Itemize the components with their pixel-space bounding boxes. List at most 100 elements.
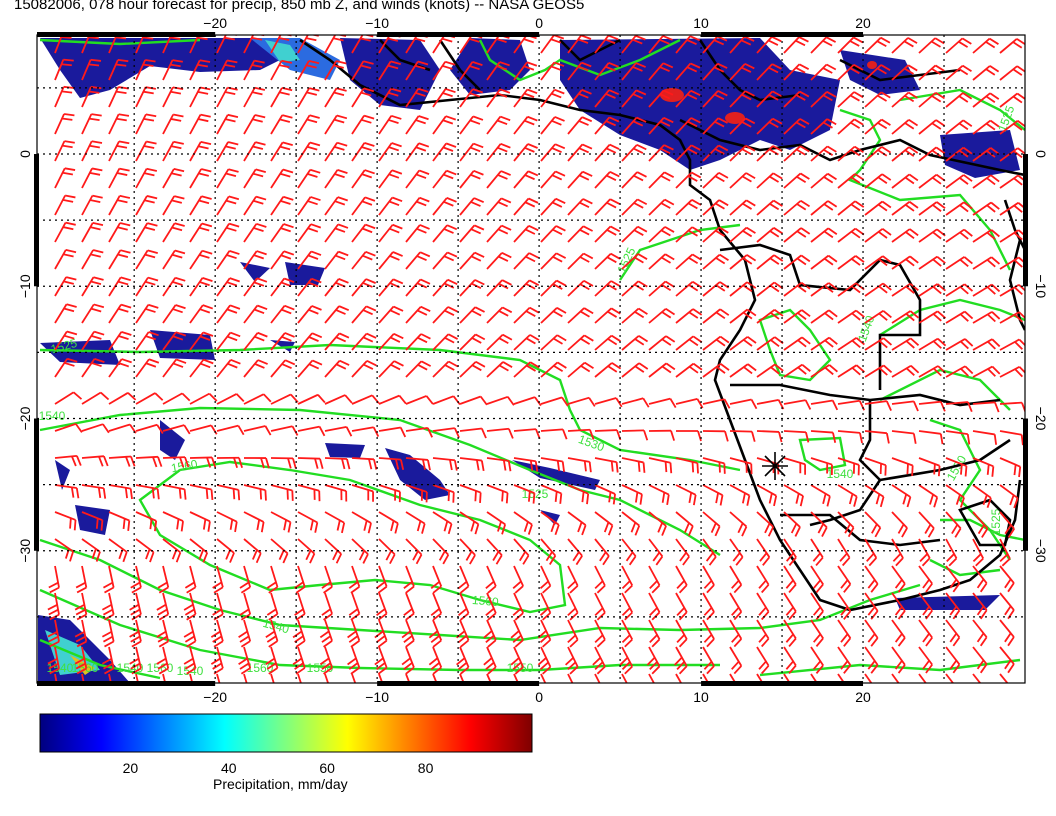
wind-barb <box>216 511 238 533</box>
wind-barb <box>297 425 326 437</box>
wind-barb <box>432 142 457 162</box>
wind-barb <box>891 119 919 135</box>
wind-barb <box>567 198 593 216</box>
wind-barb <box>702 199 729 216</box>
wind-barb <box>702 35 728 54</box>
wind-barb <box>266 592 279 621</box>
wind-barb <box>189 511 211 532</box>
wind-barb <box>864 200 892 216</box>
wind-barb <box>101 592 115 621</box>
wind-barb <box>216 277 240 297</box>
wind-barb <box>270 250 295 270</box>
wind-barb <box>513 61 538 81</box>
wind-barb <box>540 143 566 162</box>
wind-barb <box>405 484 428 503</box>
wind-barb <box>108 194 131 216</box>
wind-barb <box>783 309 811 324</box>
wind-barb <box>783 254 811 270</box>
wind-barb <box>486 306 513 324</box>
wind-barb <box>270 223 294 243</box>
wind-barb <box>594 397 623 408</box>
wind-barb <box>837 511 855 538</box>
wind-barb <box>135 392 164 405</box>
wind-barb <box>864 310 892 324</box>
wind-barb <box>135 140 157 162</box>
wind-barb <box>567 396 596 407</box>
wind-barb <box>486 484 509 504</box>
wind-barb <box>183 646 197 675</box>
wind-barb <box>351 196 376 216</box>
wind-barb <box>945 37 972 54</box>
wind-barb <box>918 255 946 270</box>
wind-barb <box>891 91 918 108</box>
wind-barb <box>621 280 648 297</box>
wind-barb <box>270 87 293 108</box>
wind-barb <box>513 484 536 504</box>
wind-barb <box>108 673 112 683</box>
wind-barb <box>401 619 415 648</box>
wind-barb <box>675 171 702 189</box>
wind-barb <box>54 58 74 81</box>
wind-barb <box>47 619 60 648</box>
wind-barb <box>243 86 266 108</box>
wind-barb <box>324 359 350 378</box>
wind-barb <box>810 619 824 647</box>
wind-barb <box>918 457 941 477</box>
wind-barb <box>378 305 404 324</box>
wind-barb <box>432 427 460 439</box>
wind-barb <box>756 398 785 410</box>
wind-barb <box>810 172 837 189</box>
wind-barb <box>432 511 453 535</box>
wind-barb <box>648 619 661 648</box>
wind-barb <box>729 144 756 162</box>
wind-barb <box>216 304 241 324</box>
lon-tick-label-bottom: 20 <box>855 689 871 705</box>
wind-barb <box>351 223 376 243</box>
wind-barb <box>540 457 565 472</box>
wind-barb <box>945 256 973 270</box>
wind-barb <box>837 118 864 135</box>
wind-barb <box>238 646 252 675</box>
wind-barb <box>378 278 404 297</box>
wind-barb <box>432 306 458 324</box>
wind-barb <box>324 87 347 108</box>
wind-barb <box>621 362 649 378</box>
wind-barb <box>567 484 590 505</box>
wind-barb <box>81 303 105 324</box>
wind-barb <box>486 142 511 162</box>
wind-barb <box>729 199 756 216</box>
wind-barb <box>918 484 939 508</box>
wind-barb <box>837 173 865 189</box>
wind-barb <box>189 392 218 405</box>
wind-barb <box>135 167 158 189</box>
wind-barb <box>243 114 266 135</box>
wind-barb <box>864 36 891 54</box>
wind-barb <box>594 35 619 54</box>
wind-barb <box>675 565 688 594</box>
wind-barb <box>729 336 757 351</box>
wind-barb <box>81 455 109 467</box>
wind-barb <box>918 619 933 647</box>
wind-barb <box>378 114 402 135</box>
wind-barb <box>319 646 333 675</box>
wind-barb <box>972 256 1001 270</box>
wind-barb <box>75 565 88 594</box>
wind-barb <box>837 565 852 593</box>
wind-barb <box>319 619 333 648</box>
wind-barb <box>702 363 730 378</box>
wind-barb <box>432 197 457 216</box>
wind-barb <box>216 195 240 216</box>
wind-barb <box>513 143 538 162</box>
wind-barb <box>243 538 262 564</box>
wind-barb <box>374 646 388 675</box>
wind-barb <box>324 332 350 351</box>
wind-barb <box>729 592 743 621</box>
wind-barb <box>378 169 403 189</box>
frame-bar-bottom <box>377 681 540 686</box>
wind-barb <box>432 88 456 108</box>
wind-barb <box>432 457 458 471</box>
wind-barb <box>216 456 243 469</box>
wind-barb <box>810 145 837 162</box>
wind-barb <box>81 391 110 405</box>
contour-label: 1525 <box>614 245 638 275</box>
